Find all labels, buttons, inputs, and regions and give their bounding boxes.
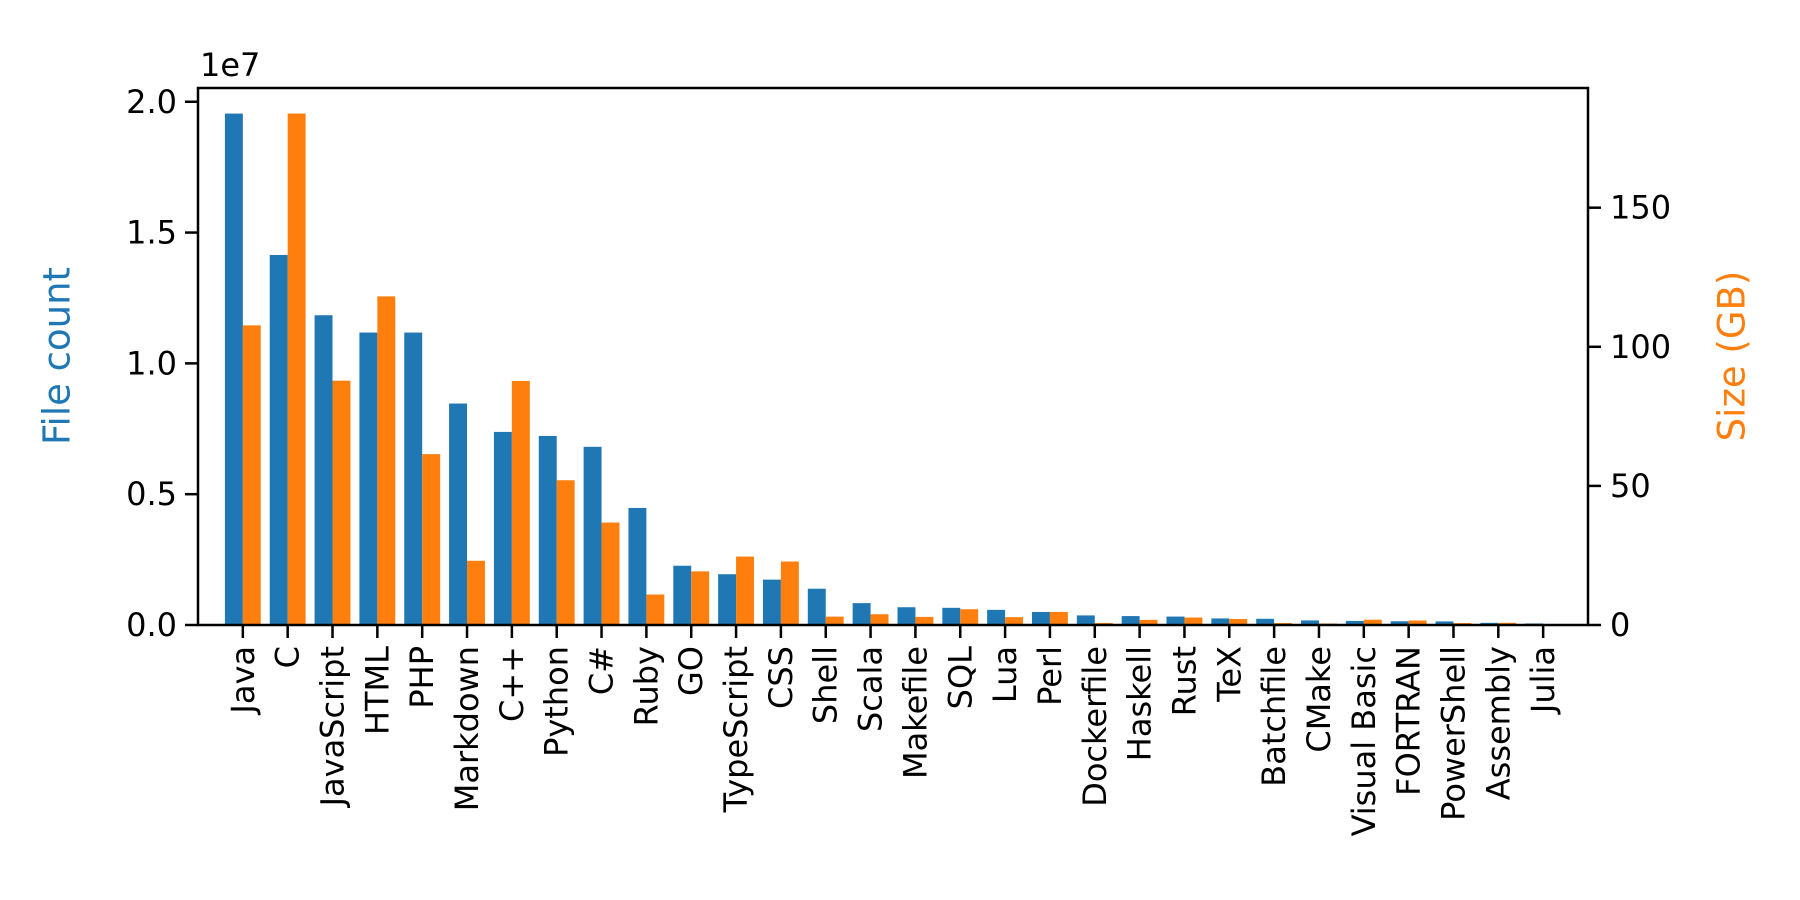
bar-file-count-c- (583, 446, 602, 625)
bar-file-count-python (538, 435, 557, 625)
x-tick-label-ruby: Ruby (627, 646, 665, 726)
bar-file-count-html (359, 332, 378, 625)
x-tick-label-fortran: FORTRAN (1390, 646, 1428, 796)
y-left-tick-label: 1.0 (126, 344, 177, 382)
x-tick-label-lua: Lua (986, 646, 1024, 703)
right-axis-title: Size (GB) (1711, 271, 1754, 442)
x-tick-label-scala: Scala (852, 646, 890, 732)
bar-file-count-sql (942, 607, 961, 625)
bar-size-gb-typescript (736, 556, 754, 625)
axes-layer: Java C JavaScript HTML PHP Markdown C++ Python C… (126, 83, 1671, 837)
y-right-tick-label: 150 (1610, 189, 1671, 227)
x-tick-label-markdown: Markdown (448, 646, 486, 811)
bar-file-count-markdown (449, 403, 468, 625)
bar-size-gb-shell (825, 616, 844, 625)
left-axis-title: File count (36, 267, 79, 445)
x-tick-label-c-: C++ (493, 646, 531, 722)
bar-file-count-lua (987, 609, 1006, 625)
x-tick-label-css: CSS (762, 646, 800, 709)
bar-file-count-javascript (314, 315, 333, 625)
x-tick-label-shell: Shell (807, 646, 845, 724)
bar-file-count-fortran (1390, 621, 1409, 625)
bar-size-gb-c- (601, 522, 620, 625)
bar-size-gb-c (287, 113, 306, 626)
bar-file-count-shell (807, 588, 826, 625)
x-tick-label-powershell: PowerShell (1434, 646, 1472, 821)
bars-layer (224, 113, 1562, 626)
bar-size-gb-tex (1229, 619, 1248, 625)
x-tick-label-rust: Rust (1165, 646, 1203, 716)
y-left-tick-label: 1.5 (126, 214, 177, 252)
bar-file-count-haskell (1121, 616, 1140, 625)
y-right-tick-label: 50 (1610, 467, 1651, 505)
x-tick-label-c-: C# (583, 646, 621, 695)
bar-file-count-batchfile (1256, 618, 1275, 625)
bar-size-gb-markdown (467, 560, 485, 625)
bar-size-gb-fortran (1408, 620, 1427, 625)
bar-size-gb-haskell (1139, 619, 1158, 625)
offset-text-1e7: 1e7 (200, 46, 260, 84)
x-tick-label-julia: Julia (1524, 646, 1562, 715)
bar-size-gb-scala (870, 614, 889, 625)
x-tick-label-html: HTML (358, 646, 396, 735)
x-tick-label-perl: Perl (1031, 646, 1069, 706)
bar-size-gb-python (556, 480, 575, 625)
bar-file-count-tex (1211, 618, 1230, 625)
x-tick-label-batchfile: Batchfile (1255, 646, 1293, 787)
x-tick-label-makefile: Makefile (896, 646, 934, 779)
x-tick-label-dockerfile: Dockerfile (1076, 646, 1114, 807)
bar-file-count-c- (493, 431, 512, 625)
y-left-tick-label: 2.0 (126, 83, 177, 121)
bar-file-count-go (673, 565, 692, 625)
x-tick-label-typescript: TypeScript (717, 646, 755, 813)
x-tick-label-assembly: Assembly (1479, 646, 1517, 800)
x-tick-label-visual-basic: Visual Basic (1345, 646, 1383, 836)
bar-file-count-perl (1032, 611, 1050, 625)
bar-file-count-rust (1166, 616, 1185, 625)
bar-file-count-cmake (1301, 620, 1319, 625)
bar-file-count-scala (852, 603, 871, 625)
bar-file-count-visual-basic (1345, 620, 1364, 625)
x-tick-label-cmake: CMake (1300, 646, 1338, 753)
bar-file-count-powershell (1435, 621, 1454, 625)
bar-file-count-dockerfile (1076, 615, 1095, 625)
bar-file-count-css (762, 579, 781, 625)
y-right-tick-label: 100 (1610, 328, 1671, 366)
y-left-tick-label: 0.0 (126, 606, 177, 644)
x-tick-label-sql: SQL (941, 646, 979, 710)
bar-size-gb-lua (1005, 617, 1024, 625)
x-tick-label-javascript: JavaScript (314, 646, 352, 808)
x-tick-label-haskell: Haskell (1121, 646, 1159, 761)
bar-file-count-makefile (897, 607, 916, 625)
y-left-tick-label: 0.5 (126, 475, 177, 513)
bar-size-gb-go (691, 571, 710, 625)
plot-frame (196, 86, 1590, 627)
bar-size-gb-perl (1049, 611, 1068, 625)
bar-size-gb-java (242, 325, 261, 625)
bar-size-gb-sql (960, 609, 979, 625)
x-tick-label-go: GO (672, 646, 710, 696)
bar-size-gb-javascript (332, 380, 351, 625)
x-tick-label-tex: TeX (1210, 646, 1248, 703)
bar-size-gb-php (422, 454, 441, 625)
bar-size-gb-rust (1184, 617, 1203, 625)
x-tick-label-java: Java (224, 646, 262, 716)
y-right-tick-label: 0 (1610, 606, 1630, 644)
bar-file-count-typescript (718, 574, 737, 625)
x-tick-label-c: C (269, 646, 307, 668)
bar-size-gb-html (377, 296, 396, 625)
bar-size-gb-ruby (646, 594, 665, 625)
x-tick-label-php: PHP (403, 646, 441, 709)
bar-size-gb-css (780, 561, 799, 625)
bar-file-count-php (404, 332, 423, 625)
bar-file-count-ruby (628, 507, 647, 625)
bar-size-gb-visual-basic (1363, 619, 1382, 625)
bar-size-gb-c- (511, 380, 530, 625)
bar-size-gb-makefile (915, 616, 934, 625)
bar-file-count-c (269, 254, 288, 625)
x-tick-label-python: Python (538, 646, 576, 757)
bar-file-count-java (224, 113, 243, 625)
